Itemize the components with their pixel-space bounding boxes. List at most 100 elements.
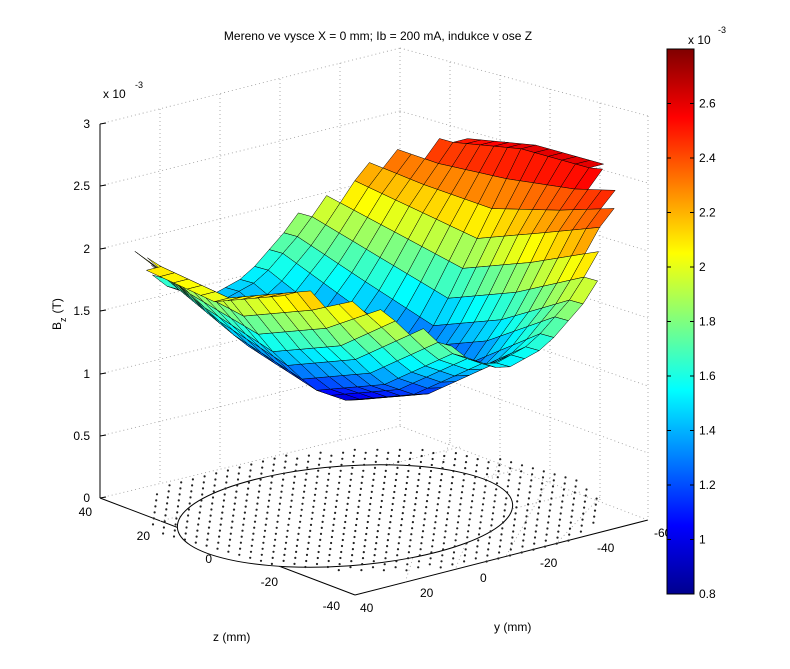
measurement-point: [452, 470, 455, 473]
measurement-point: [480, 515, 483, 518]
y-floor-edge: [354, 519, 649, 596]
measurement-point: [394, 478, 397, 482]
measurement-point: [403, 500, 406, 503]
measurement-point: [336, 493, 339, 496]
measurement-point: [551, 485, 555, 488]
measurement-point: [493, 500, 496, 503]
floor-projection: [151, 448, 598, 572]
measurement-point: [396, 548, 400, 551]
measurement-point: [520, 464, 524, 467]
measurement-point: [398, 536, 401, 539]
measurement-point: [535, 524, 538, 527]
measurement-point: [419, 466, 422, 470]
measurement-point: [201, 493, 204, 496]
measurement-point: [315, 562, 319, 566]
measurement-point: [437, 497, 440, 500]
measurement-point: [351, 466, 354, 469]
measurement-point: [319, 538, 322, 542]
measurement-point: [478, 527, 481, 530]
measurement-point: [557, 530, 560, 533]
measurement-point: [564, 476, 567, 479]
measurement-point: [362, 469, 365, 472]
measurement-point: [541, 482, 544, 485]
measurement-point: [172, 535, 176, 538]
measurement-point: [271, 469, 275, 472]
measurement-point: [574, 485, 577, 488]
measurement-point: [496, 476, 499, 479]
measurement-point: [411, 521, 414, 524]
z-axis-ticks: 40 20 0 -20 -40 z (mm): [79, 505, 341, 644]
measurement-point: [224, 487, 227, 490]
measurement-point: [313, 499, 316, 502]
measurement-point: [495, 488, 498, 491]
measurement-point: [205, 544, 208, 547]
measurement-point: [249, 469, 252, 472]
measurement-point: [386, 539, 389, 542]
measurement-point: [323, 508, 326, 511]
measurement-point: [245, 499, 248, 502]
measurement-point: [264, 523, 267, 526]
measurement-point: [248, 475, 251, 478]
measurement-point: [363, 463, 366, 466]
measurement-point: [439, 479, 443, 482]
measurement-point: [579, 530, 583, 533]
measurement-point: [457, 515, 460, 518]
measurement-point: [443, 454, 446, 458]
measurement-point: [273, 457, 276, 460]
measurement-point: [388, 527, 391, 530]
measurement-point: [342, 532, 345, 536]
measurement-point: [319, 532, 323, 536]
measurement-point: [383, 475, 387, 478]
measurement-point: [498, 464, 501, 467]
measurement-point: [173, 529, 176, 532]
measurement-point: [398, 454, 401, 457]
measurement-point: [448, 500, 451, 503]
measurement-point: [488, 536, 491, 539]
measurement-point: [513, 518, 516, 521]
measurement-point: [372, 560, 375, 563]
measurement-point: [453, 464, 456, 467]
measurement-point: [497, 470, 500, 473]
measurement-point: [522, 539, 525, 542]
measurement-point: [384, 469, 387, 472]
measurement-point: [518, 482, 521, 485]
measurement-point: [460, 497, 463, 500]
measurement-point: [372, 478, 375, 481]
measurement-point: [532, 548, 535, 551]
measurement-point: [407, 551, 410, 554]
measurement-point: [364, 539, 367, 542]
bz-tick-label: 2.5: [73, 179, 90, 193]
measurement-point: [201, 487, 205, 490]
measurement-point: [284, 547, 287, 551]
measurement-point: [537, 506, 541, 509]
measurement-point: [194, 541, 197, 544]
measurement-point: [430, 551, 433, 554]
measurement-point: [357, 505, 360, 508]
measurement-point: [279, 496, 282, 499]
measurement-point: [408, 463, 411, 467]
measurement-point: [514, 512, 517, 515]
measurement-point: [429, 557, 432, 560]
measurement-point: [280, 490, 283, 493]
measurement-point: [379, 511, 382, 515]
measurement-point: [260, 553, 263, 556]
measurement-point: [373, 466, 377, 469]
measurement-point: [373, 472, 376, 475]
measurement-point: [262, 541, 265, 544]
measurement-point: [538, 500, 541, 503]
measurement-point: [463, 473, 466, 476]
measurement-point: [247, 481, 250, 484]
measurement-point: [265, 517, 268, 520]
measurement-point: [441, 554, 444, 557]
measurement-point: [314, 487, 317, 490]
measurement-point: [301, 502, 304, 505]
measurement-point: [255, 508, 258, 511]
measurement-point: [317, 463, 321, 466]
colorbar-tick-label: 2.6: [699, 97, 716, 111]
measurement-point: [162, 526, 165, 529]
measurement-point: [472, 488, 475, 491]
measurement-point: [468, 518, 471, 521]
measurement-point: [529, 485, 532, 488]
measurement-point: [296, 538, 299, 542]
